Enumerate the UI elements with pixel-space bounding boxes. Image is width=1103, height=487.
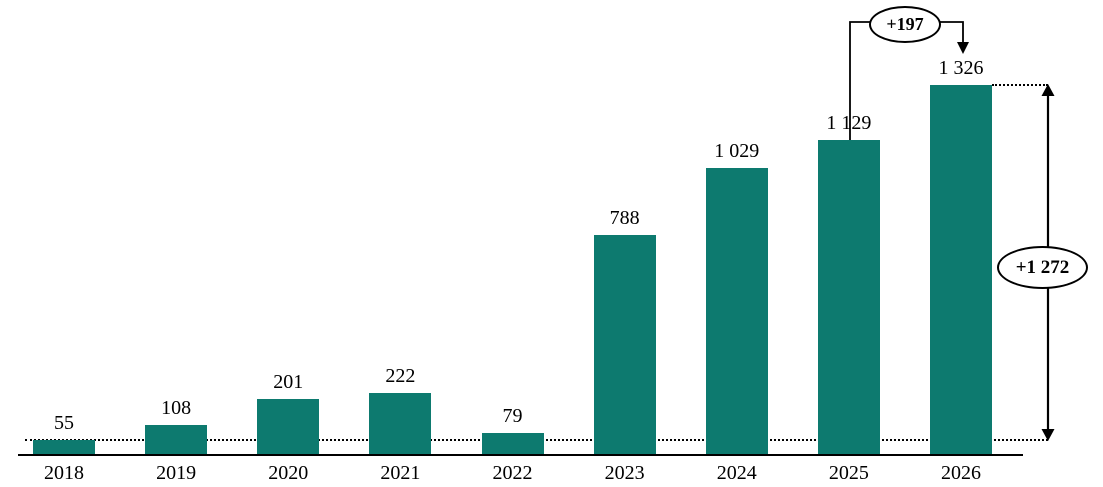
bar-2022 [481,433,544,455]
x-tick-label-2019: 2019 [156,462,197,484]
x-tick-label-2025: 2025 [828,462,869,484]
bar-value-label-2023: 788 [609,207,640,229]
x-tick-label-2018: 2018 [44,462,84,484]
x-tick-label-2021: 2021 [380,462,421,484]
bar-value-label-2019: 108 [161,397,192,419]
bar-2020 [257,399,320,455]
bar-2024 [705,168,768,455]
bar-value-label-2026: 1 326 [938,57,984,79]
bar-value-label-2025: 1 129 [826,112,872,134]
x-axis-line [18,454,1023,456]
x-tick-label-2023: 2023 [604,462,645,484]
bar-value-label-2018: 55 [54,412,74,434]
x-tick-label-2020: 2020 [268,462,309,484]
bar-value-label-2020: 201 [273,371,304,393]
bar-2021 [369,393,432,455]
bar-value-label-2021: 222 [385,365,416,387]
bar-2023 [593,235,656,455]
bar-2019 [145,425,208,455]
bar-value-label-2022: 79 [502,405,523,427]
x-tick-label-2024: 2024 [716,462,757,484]
yoy-arrow-down-icon [957,42,969,54]
reference-line-high [992,84,1048,86]
bar-2018 [33,440,95,455]
yoy-change-label: +197 [886,14,924,34]
bar-2026 [930,85,992,455]
x-tick-label-2026: 2026 [941,462,981,484]
yoy-change-badge: +197 [869,6,941,43]
total-change-label: +1 272 [1015,256,1070,278]
bar-2025 [817,140,880,455]
bar-value-label-2024: 1 029 [714,140,760,162]
x-tick-label-2022: 2022 [492,462,533,484]
total-change-badge: +1 272 [997,246,1088,289]
